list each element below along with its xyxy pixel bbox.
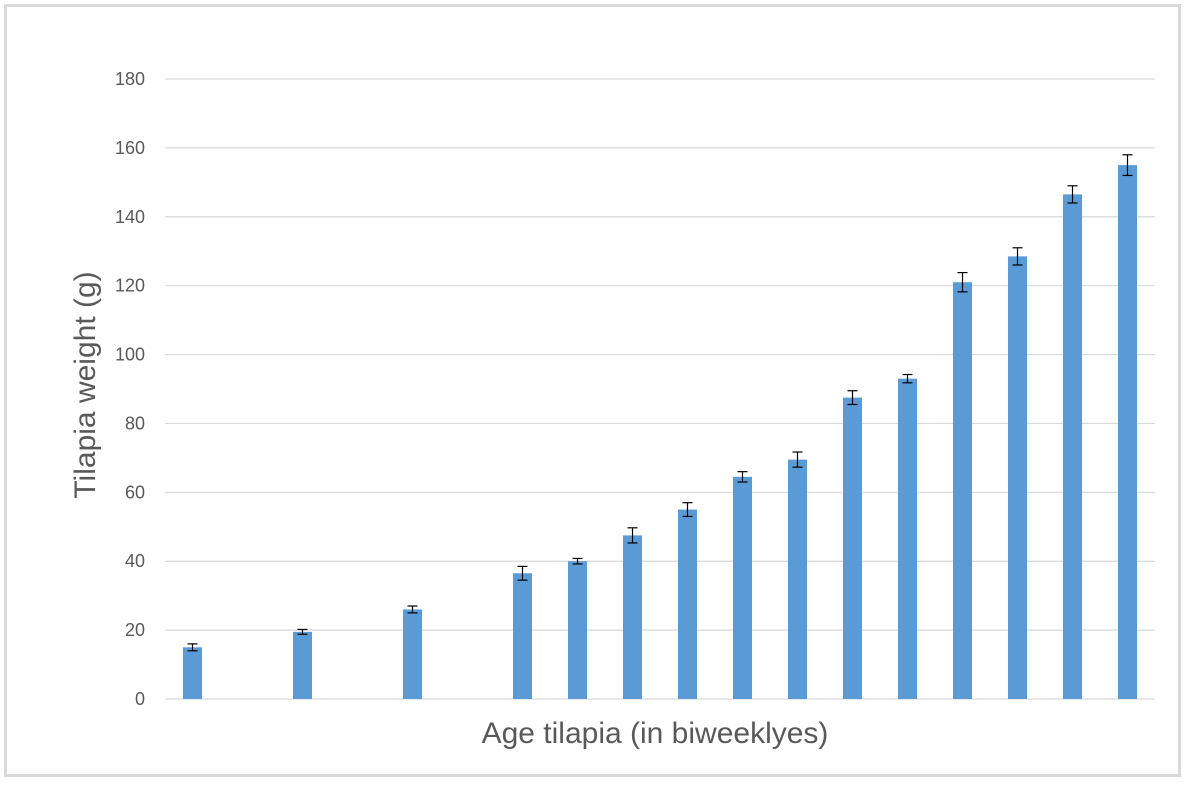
bar	[1118, 165, 1137, 700]
bar	[1063, 194, 1082, 699]
y-tick-label: 40	[125, 551, 145, 571]
bar	[898, 378, 917, 699]
y-tick-label: 180	[115, 69, 145, 89]
bar	[733, 476, 752, 699]
y-tick-label: 100	[115, 345, 145, 365]
bar	[403, 609, 422, 699]
bar	[293, 631, 312, 699]
error-bars	[187, 154, 1133, 652]
y-tick-label: 60	[125, 482, 145, 502]
y-tick-label: 140	[115, 207, 145, 227]
bar	[843, 397, 862, 699]
y-tick-label: 80	[125, 413, 145, 433]
bars	[183, 165, 1137, 700]
bar	[183, 647, 202, 699]
y-tick-label: 0	[135, 689, 145, 709]
bar	[788, 459, 807, 699]
gridlines	[165, 78, 1155, 631]
y-axis-title: Tilapia weight (g)	[69, 271, 102, 498]
bar	[513, 573, 532, 699]
bar	[623, 535, 642, 699]
x-axis-title: Age tilapia (in biweeklyes)	[482, 717, 829, 750]
bar	[568, 561, 587, 699]
bar	[678, 509, 697, 699]
y-tick-label: 20	[125, 620, 145, 640]
bar	[953, 282, 972, 699]
y-tick-label: 160	[115, 138, 145, 158]
y-tick-label: 120	[115, 276, 145, 296]
y-axis-ticks: 0 20 40 60 80 100 120 140 160 180	[115, 69, 145, 709]
bar	[1008, 256, 1027, 699]
